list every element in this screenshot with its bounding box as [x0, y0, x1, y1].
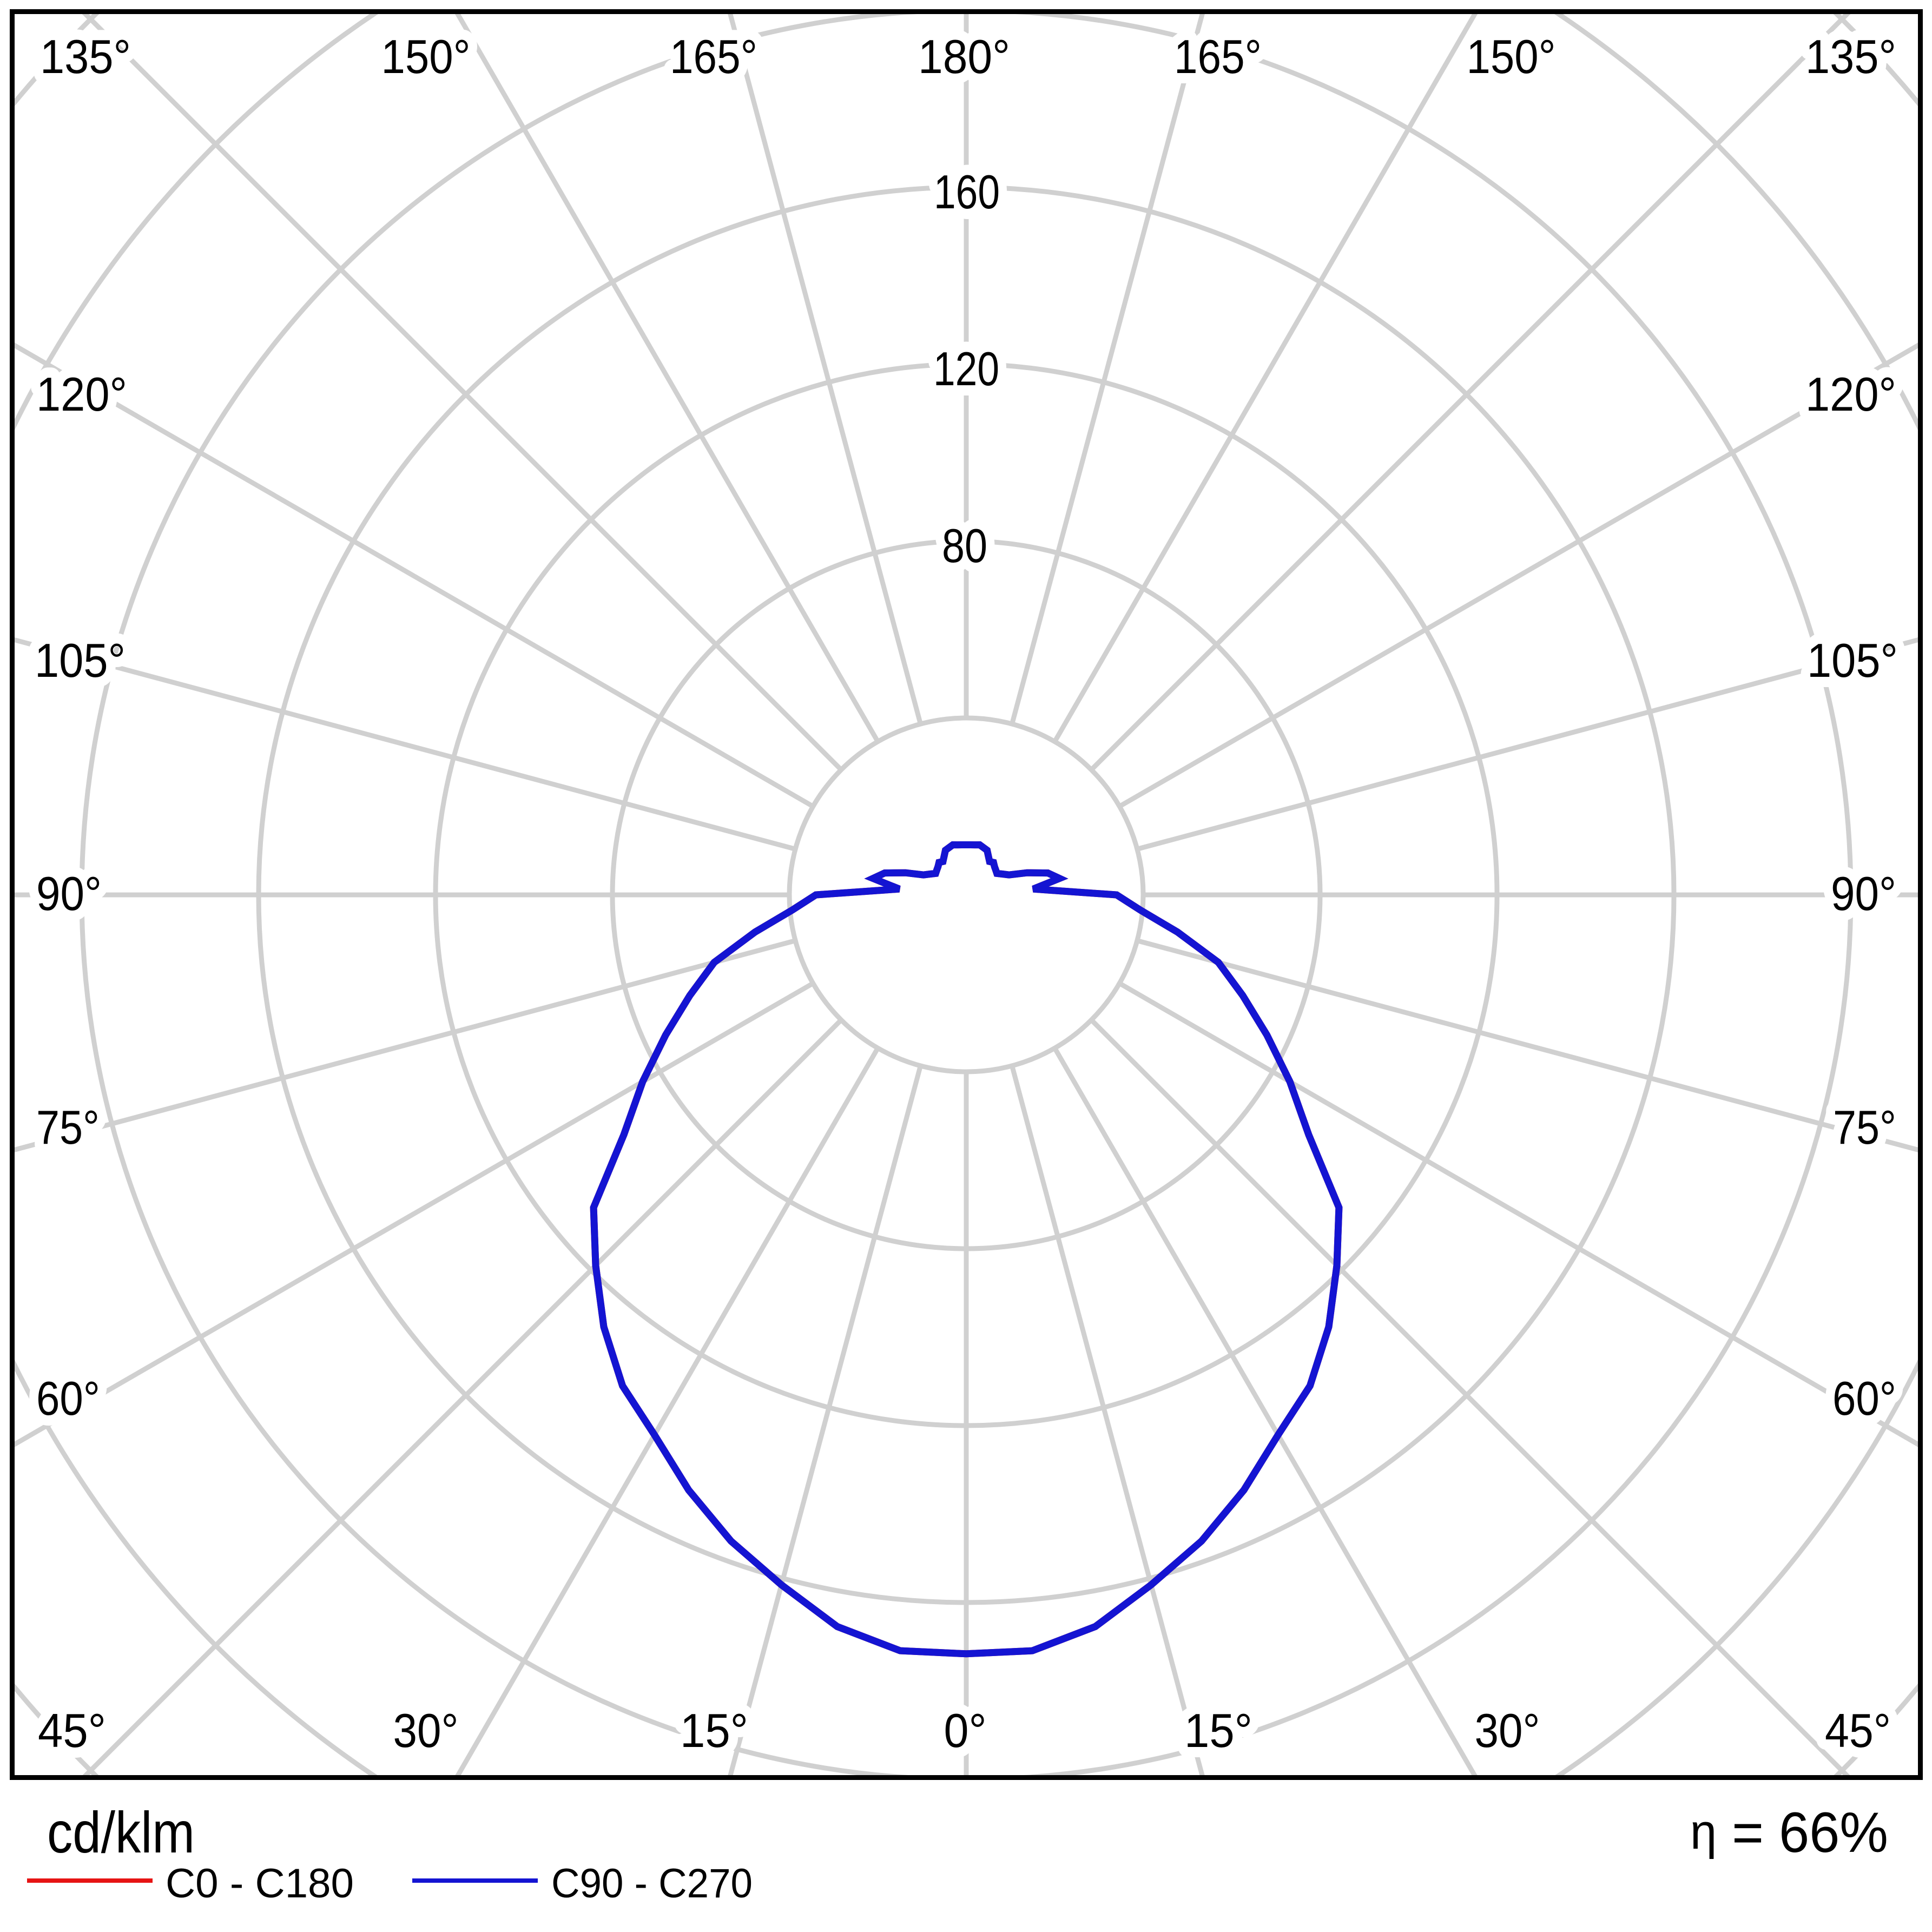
svg-text:60°: 60°: [36, 1371, 100, 1425]
svg-text:135°: 135°: [1805, 30, 1896, 83]
svg-text:30°: 30°: [393, 1704, 459, 1757]
svg-text:105°: 105°: [1807, 634, 1898, 687]
svg-text:165°: 165°: [1174, 30, 1262, 83]
svg-text:0°: 0°: [944, 1704, 987, 1757]
svg-text:150°: 150°: [381, 30, 471, 83]
svg-text:180°: 180°: [918, 30, 1010, 83]
svg-text:45°: 45°: [38, 1704, 106, 1757]
svg-text:15°: 15°: [1184, 1704, 1252, 1757]
svg-text:30°: 30°: [1475, 1704, 1540, 1757]
svg-text:60°: 60°: [1832, 1371, 1896, 1425]
svg-text:C0 - C180: C0 - C180: [166, 1861, 354, 1907]
svg-text:75°: 75°: [36, 1100, 100, 1154]
svg-text:90°: 90°: [1831, 867, 1896, 920]
svg-text:80: 80: [942, 519, 987, 572]
svg-text:120°: 120°: [36, 367, 127, 421]
svg-text:165°: 165°: [670, 30, 757, 83]
svg-text:150°: 150°: [1467, 30, 1556, 83]
svg-text:45°: 45°: [1825, 1704, 1891, 1757]
svg-text:120°: 120°: [1805, 367, 1896, 421]
svg-text:135°: 135°: [40, 30, 131, 83]
svg-text:C90 - C270: C90 - C270: [551, 1861, 753, 1907]
svg-text:105°: 105°: [35, 634, 126, 687]
svg-text:cd/klm: cd/klm: [47, 1799, 195, 1865]
svg-text:15°: 15°: [680, 1704, 748, 1757]
svg-text:120: 120: [933, 342, 999, 395]
svg-text:η = 66%: η = 66%: [1690, 1801, 1888, 1864]
svg-text:75°: 75°: [1833, 1100, 1896, 1154]
svg-text:90°: 90°: [36, 867, 102, 920]
svg-text:160: 160: [934, 165, 1000, 219]
